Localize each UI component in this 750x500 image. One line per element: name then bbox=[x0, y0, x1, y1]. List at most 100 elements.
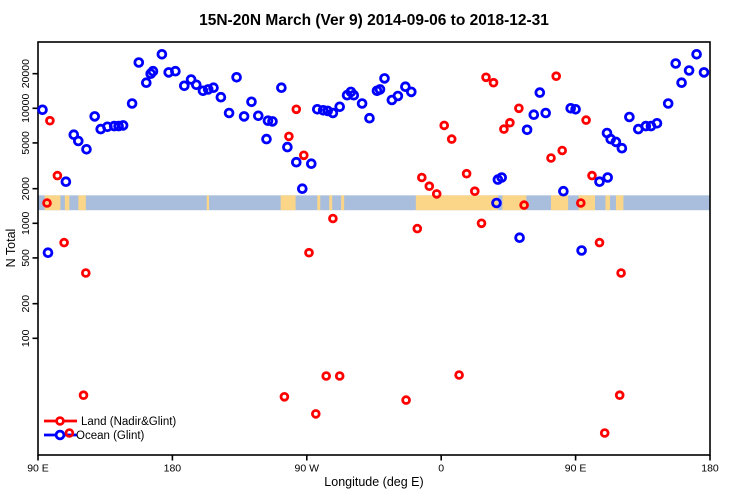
data-point bbox=[231, 72, 242, 83]
y-axis-label: N Total bbox=[4, 229, 18, 268]
data-point bbox=[616, 268, 626, 278]
data-point bbox=[602, 172, 613, 183]
data-point bbox=[461, 168, 472, 179]
data-point bbox=[252, 110, 264, 122]
data-point bbox=[534, 87, 546, 98]
data-point bbox=[141, 77, 152, 88]
data-point bbox=[528, 109, 540, 120]
band-land-patch bbox=[605, 195, 610, 211]
data-point bbox=[557, 145, 567, 156]
data-point bbox=[614, 390, 625, 401]
data-point bbox=[374, 84, 386, 95]
svg-text:20000: 20000 bbox=[20, 59, 32, 88]
data-point bbox=[296, 183, 308, 195]
data-point bbox=[147, 65, 159, 77]
data-point bbox=[651, 118, 663, 129]
data-point bbox=[431, 189, 442, 199]
data-point bbox=[401, 395, 411, 405]
svg-text:200: 200 bbox=[20, 295, 32, 313]
legend-item-land: Land (Nadir&Glint) bbox=[44, 416, 176, 428]
data-point bbox=[78, 390, 89, 401]
data-point bbox=[624, 111, 635, 123]
band-land-patch bbox=[341, 195, 345, 211]
data-point bbox=[412, 223, 423, 234]
data-point bbox=[491, 197, 502, 209]
data-point bbox=[565, 103, 576, 114]
svg-text:90 E: 90 E bbox=[565, 463, 587, 475]
legend-ocean-label: Ocean (Glint) bbox=[76, 430, 145, 442]
data-point bbox=[570, 104, 581, 115]
data-point bbox=[208, 82, 219, 93]
svg-text:10000: 10000 bbox=[20, 94, 32, 123]
plot-border bbox=[37, 41, 711, 456]
svg-text:100: 100 bbox=[20, 329, 32, 347]
band-land-patch bbox=[550, 195, 569, 211]
data-point bbox=[126, 98, 138, 109]
data-point bbox=[334, 371, 345, 381]
data-point bbox=[364, 112, 375, 124]
data-point bbox=[521, 124, 533, 136]
data-point bbox=[439, 120, 450, 131]
data-point bbox=[327, 107, 339, 119]
data-point bbox=[298, 150, 309, 161]
band-land-patch bbox=[64, 195, 70, 211]
legend-item-ocean: Ocean (Glint) bbox=[44, 429, 145, 442]
band-land-patch bbox=[615, 195, 624, 211]
chart-title: 15N-20N March (Ver 9) 2014-09-06 to 2018… bbox=[199, 12, 549, 29]
data-point bbox=[81, 144, 92, 155]
data-point bbox=[261, 133, 272, 145]
legend-ocean-marker-icon bbox=[54, 429, 66, 441]
data-point bbox=[291, 104, 302, 115]
data-point bbox=[587, 170, 597, 181]
band-land-patch bbox=[329, 195, 333, 211]
svg-text:0: 0 bbox=[438, 463, 444, 475]
data-point bbox=[698, 67, 710, 78]
data-point bbox=[279, 391, 290, 402]
data-point bbox=[446, 134, 457, 144]
data-point bbox=[575, 198, 586, 208]
data-point bbox=[156, 48, 168, 60]
data-point bbox=[594, 237, 605, 248]
data-point bbox=[322, 105, 334, 117]
data-point bbox=[400, 81, 411, 92]
data-point bbox=[117, 120, 129, 131]
legend-land-label: Land (Nadir&Glint) bbox=[81, 416, 176, 428]
data-point bbox=[37, 104, 48, 116]
svg-text:180: 180 bbox=[701, 463, 719, 475]
data-point bbox=[662, 98, 674, 109]
data-point bbox=[476, 218, 487, 229]
svg-text:180: 180 bbox=[164, 463, 182, 475]
data-point bbox=[540, 107, 551, 119]
data-point bbox=[311, 104, 323, 115]
data-point bbox=[113, 120, 124, 132]
data-point bbox=[356, 98, 368, 109]
data-point bbox=[519, 200, 529, 210]
data-point bbox=[599, 428, 610, 438]
data-point bbox=[496, 172, 508, 183]
data-point bbox=[282, 141, 293, 153]
band-land-patch bbox=[280, 195, 296, 211]
data-point bbox=[670, 58, 681, 69]
data-point bbox=[64, 428, 75, 438]
data-point bbox=[202, 84, 214, 95]
data-point bbox=[594, 176, 605, 188]
band-land-patch bbox=[44, 195, 61, 211]
data-point bbox=[546, 153, 556, 163]
data-point bbox=[73, 135, 84, 147]
latitude-band-strip bbox=[38, 195, 710, 211]
data-point bbox=[551, 71, 561, 81]
data-point bbox=[379, 73, 390, 84]
data-point bbox=[304, 247, 314, 258]
band-ocean bbox=[38, 195, 710, 211]
data-point bbox=[290, 156, 302, 168]
data-point bbox=[81, 268, 91, 278]
data-point bbox=[317, 105, 329, 116]
data-point bbox=[334, 101, 346, 113]
data-point bbox=[284, 131, 294, 142]
data-point bbox=[191, 79, 202, 91]
data-point bbox=[246, 96, 257, 108]
legend-land-marker-icon bbox=[55, 416, 65, 426]
band-land-patch bbox=[578, 195, 596, 211]
